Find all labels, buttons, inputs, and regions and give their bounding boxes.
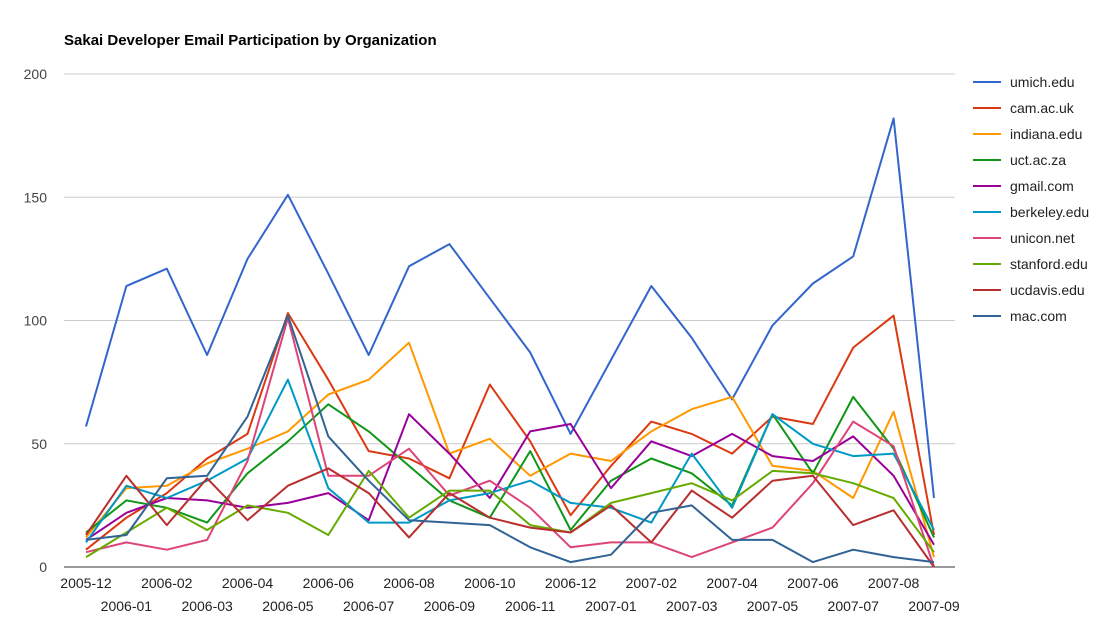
x-tick-label: 2006-04 (222, 575, 274, 591)
x-tick-label: 2006-09 (424, 598, 476, 614)
x-tick-label: 2006-08 (383, 575, 435, 591)
legend-label: berkeley.edu (1010, 204, 1089, 220)
legend: umich.edu cam.ac.uk indiana.edu uct.ac.za gm… (973, 74, 1089, 324)
x-axis-ticks: 2005-12 2006-01 2006-02 2006-03 2006-04 2006-… (60, 575, 960, 614)
series-line-unicon-net (85, 317, 935, 568)
y-tick-label: 50 (31, 436, 47, 452)
x-tick-label: 2006-05 (262, 598, 314, 614)
legend-label: mac.com (1010, 308, 1067, 324)
x-tick-label: 2006-12 (545, 575, 597, 591)
series-line-gmail-com (85, 413, 935, 546)
x-tick-label: 2007-03 (666, 598, 718, 614)
x-tick-label: 2006-06 (303, 575, 355, 591)
gridlines (64, 73, 955, 568)
x-tick-label: 2007-07 (828, 598, 880, 614)
y-tick-label: 200 (24, 66, 48, 82)
y-tick-label: 100 (24, 313, 48, 329)
x-tick-label: 2005-12 (60, 575, 112, 591)
series-lines (85, 117, 935, 568)
legend-label: unicon.net (1010, 230, 1075, 246)
x-tick-label: 2006-03 (181, 598, 233, 614)
series-line-mac-com (85, 314, 935, 564)
legend-label: uct.ac.za (1010, 152, 1066, 168)
legend-label: umich.edu (1010, 74, 1075, 90)
series-line-berkeley-edu (85, 378, 935, 543)
x-tick-label: 2007-09 (908, 598, 960, 614)
series-line-indiana-edu (85, 341, 935, 558)
x-tick-label: 2007-05 (747, 598, 799, 614)
x-tick-label: 2006-02 (141, 575, 193, 591)
legend-label: indiana.edu (1010, 126, 1082, 142)
x-tick-label: 2007-02 (626, 575, 678, 591)
y-axis-ticks: 0 50 100 150 200 (24, 66, 48, 575)
series-line-umich-edu (85, 117, 935, 499)
x-tick-label: 2007-08 (868, 575, 920, 591)
x-tick-label: 2006-11 (505, 598, 556, 614)
legend-label: cam.ac.uk (1010, 100, 1075, 116)
x-tick-label: 2007-01 (585, 598, 637, 614)
x-tick-label: 2007-06 (787, 575, 839, 591)
legend-label: gmail.com (1010, 178, 1074, 194)
y-tick-label: 150 (24, 189, 48, 205)
x-tick-label: 2006-01 (101, 598, 153, 614)
x-tick-label: 2006-10 (464, 575, 516, 591)
y-tick-label: 0 (39, 559, 47, 575)
x-tick-label: 2006-07 (343, 598, 395, 614)
legend-label: ucdavis.edu (1010, 282, 1085, 298)
legend-label: stanford.edu (1010, 256, 1088, 272)
x-tick-label: 2007-04 (706, 575, 758, 591)
chart-title: Sakai Developer Email Participation by O… (64, 32, 437, 49)
series-line-ucdavis-edu (85, 467, 935, 568)
series-line-stanford-edu (85, 469, 935, 558)
